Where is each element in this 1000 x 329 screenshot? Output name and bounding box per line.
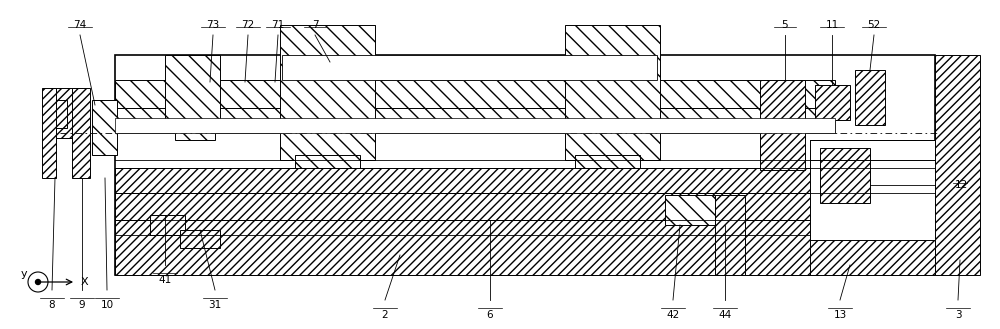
- Bar: [115, 80, 835, 108]
- Bar: [92, 100, 117, 155]
- Bar: [820, 148, 870, 203]
- Bar: [52, 100, 67, 128]
- Bar: [935, 55, 980, 275]
- Text: 44: 44: [718, 310, 732, 320]
- Text: 12: 12: [955, 180, 968, 190]
- Text: 11: 11: [825, 20, 839, 30]
- Text: 52: 52: [867, 20, 881, 30]
- Text: 42: 42: [666, 310, 680, 320]
- Bar: [810, 235, 935, 275]
- Bar: [565, 25, 660, 160]
- Bar: [760, 80, 805, 170]
- Bar: [810, 140, 935, 240]
- Text: 71: 71: [271, 20, 285, 30]
- Text: 31: 31: [208, 300, 222, 310]
- Bar: [115, 118, 835, 133]
- Bar: [665, 195, 715, 225]
- Circle shape: [36, 280, 40, 285]
- Text: 5: 5: [782, 20, 788, 30]
- Text: 13: 13: [833, 310, 847, 320]
- Text: 8: 8: [49, 300, 55, 310]
- Text: 6: 6: [487, 310, 493, 320]
- Text: 7: 7: [312, 20, 318, 30]
- Text: 41: 41: [158, 275, 172, 285]
- Text: 72: 72: [241, 20, 255, 30]
- Bar: [115, 55, 935, 275]
- Text: 10: 10: [100, 300, 114, 310]
- Bar: [575, 155, 640, 220]
- Bar: [52, 88, 82, 138]
- Bar: [855, 70, 885, 125]
- Text: 73: 73: [206, 20, 220, 30]
- Text: y: y: [21, 269, 27, 279]
- Bar: [815, 85, 850, 120]
- Bar: [72, 88, 90, 178]
- Bar: [715, 195, 745, 275]
- Bar: [150, 215, 185, 235]
- Bar: [115, 168, 810, 193]
- Text: X: X: [80, 277, 88, 287]
- Bar: [115, 108, 835, 133]
- Bar: [115, 193, 810, 220]
- Bar: [295, 155, 360, 220]
- Bar: [42, 88, 56, 178]
- Text: 74: 74: [73, 20, 87, 30]
- Bar: [180, 230, 220, 248]
- Bar: [282, 55, 657, 80]
- Text: 9: 9: [79, 300, 85, 310]
- Bar: [280, 25, 375, 160]
- Text: 3: 3: [955, 310, 961, 320]
- Bar: [175, 125, 215, 140]
- Bar: [165, 55, 220, 130]
- Text: 2: 2: [382, 310, 388, 320]
- Bar: [115, 220, 935, 275]
